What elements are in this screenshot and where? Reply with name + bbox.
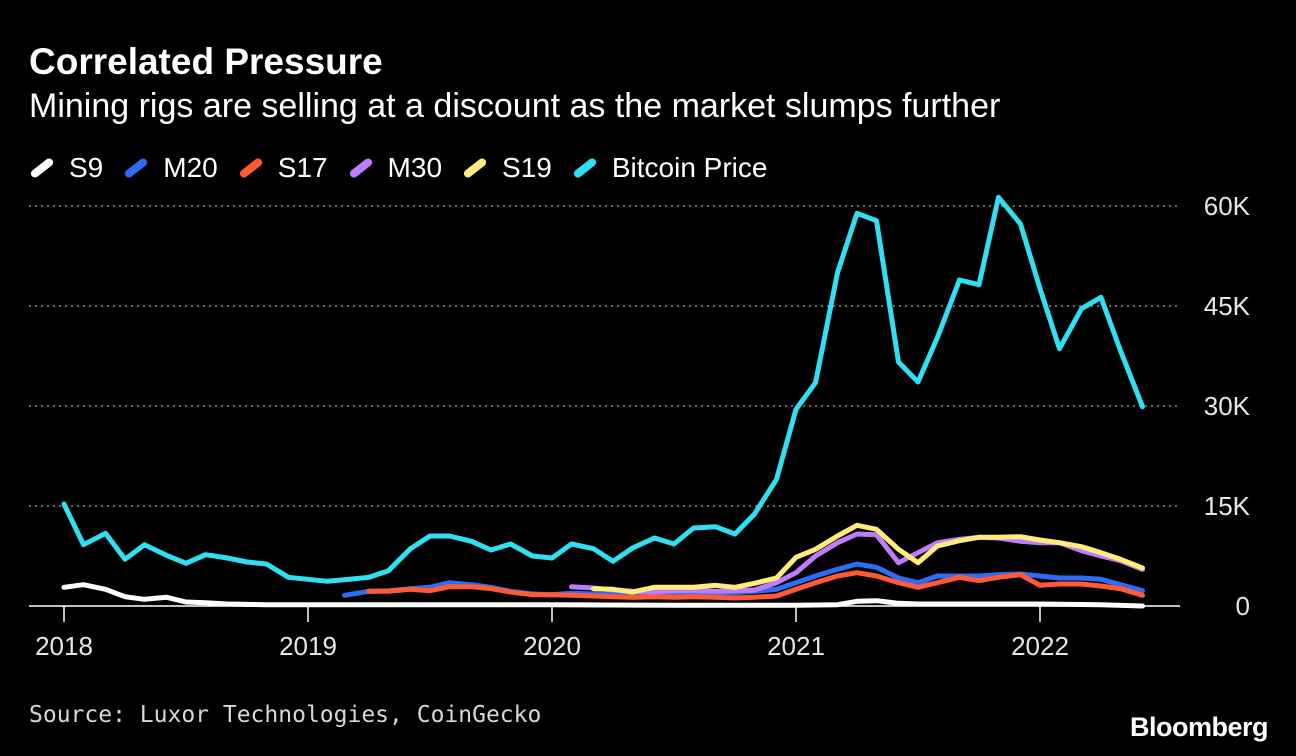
legend-label-bitcoin-price: Bitcoin Price — [611, 152, 768, 183]
legend: S9 M20 S17 M30 S19 Bitcoin Price — [29, 148, 787, 188]
y-tick-label-30k: 30K — [1204, 391, 1251, 421]
chart-title: Correlated Pressure — [29, 41, 383, 82]
x-tick-label-2018: 2018 — [35, 631, 93, 661]
series-line-s17 — [366, 570, 1145, 601]
legend-label-m30: M30 — [387, 152, 443, 183]
source-note: Source: Luxor Technologies, CoinGecko — [29, 702, 542, 728]
bloomberg-logo: Bloomberg — [1129, 712, 1269, 742]
legend-item-bitcoin-price: Bitcoin Price — [572, 152, 768, 184]
legend-label-m20: M20 — [163, 152, 218, 183]
legend-item-m30: M30 — [347, 152, 443, 184]
series-line-s19 — [591, 522, 1145, 595]
y-tick-label-45k: 45K — [1204, 291, 1251, 321]
legend-label-s17: S17 — [277, 152, 328, 183]
y-tick-label-15k: 15K — [1204, 491, 1251, 521]
legend-item-s9: S9 — [29, 152, 103, 184]
y-axis-labels: 0 15K 30K 45K 60K — [1204, 191, 1251, 621]
series-lines — [61, 194, 1145, 609]
series-line-bitcoin-price — [61, 194, 1145, 584]
chart-subtitle: Mining rigs are selling at a discount as… — [29, 87, 1001, 125]
legend-item-s17: S17 — [238, 152, 328, 184]
legend-label-s19: S19 — [502, 152, 552, 183]
legend-item-s19: S19 — [462, 152, 552, 184]
x-tick-label-2021: 2021 — [767, 631, 825, 661]
legend-label-s9: S9 — [69, 152, 104, 183]
legend-item-m20: M20 — [123, 152, 218, 184]
grid-lines — [29, 205, 1180, 507]
y-tick-label-0: 0 — [1236, 591, 1250, 621]
x-tick-label-2022: 2022 — [1011, 631, 1069, 661]
y-tick-label-60k: 60K — [1204, 191, 1251, 221]
series-line-s9 — [61, 582, 1145, 609]
x-axis: 2018 2019 2020 2021 2022 — [29, 605, 1180, 661]
x-tick-label-2020: 2020 — [523, 631, 581, 661]
x-tick-label-2019: 2019 — [279, 631, 337, 661]
